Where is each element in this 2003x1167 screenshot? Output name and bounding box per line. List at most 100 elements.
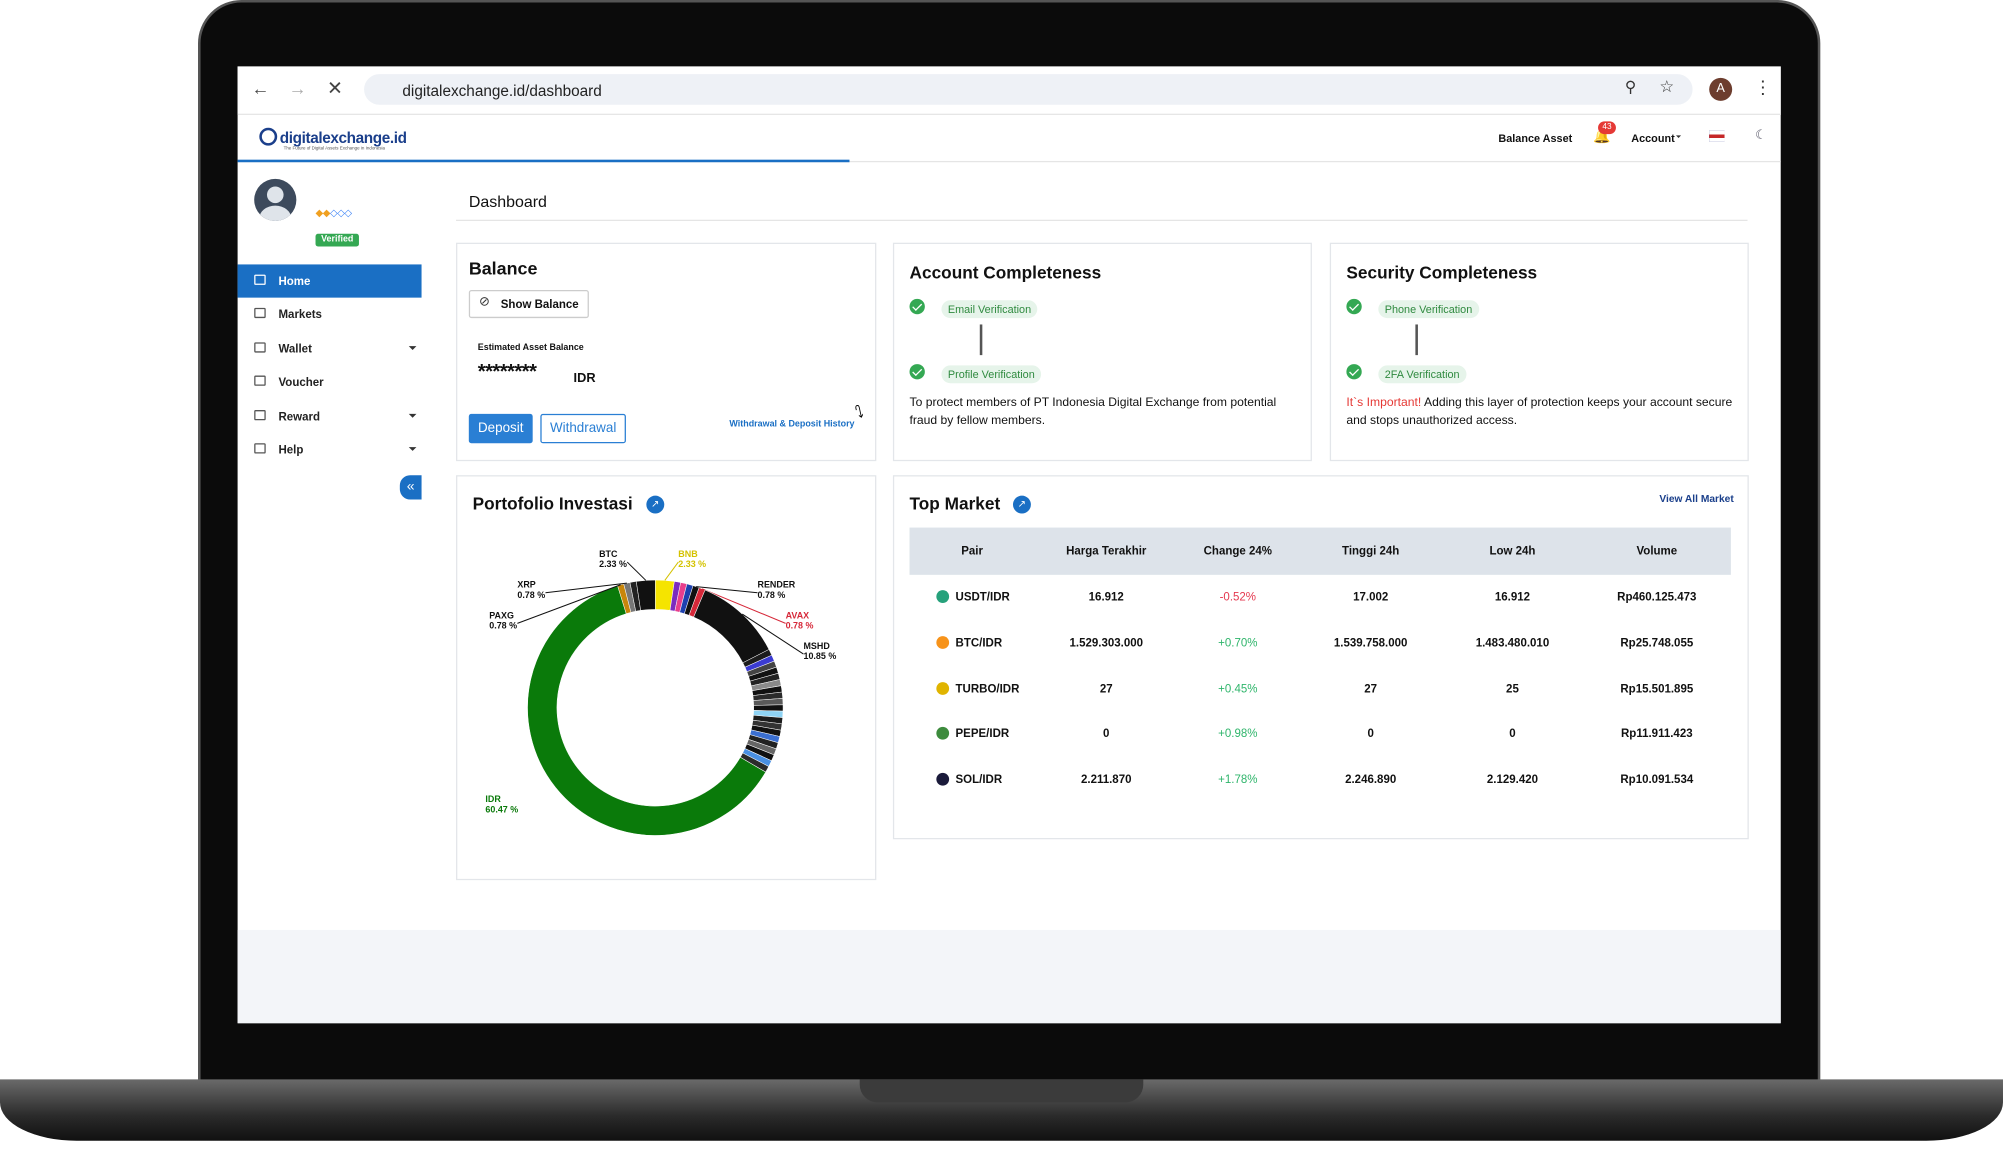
zoom-icon[interactable]: ⚲ <box>1624 77 1637 96</box>
account-menu[interactable]: Account <box>1631 131 1675 145</box>
cell: 2.246.890 <box>1345 773 1397 786</box>
trend-icon: ↗ <box>646 495 665 514</box>
menu-item[interactable]: Voucher <box>238 366 422 399</box>
menu-item[interactable]: Wallet <box>238 332 422 365</box>
important: It`s Important! <box>1346 396 1422 411</box>
cell: +0.70% <box>1218 635 1258 649</box>
currency: IDR <box>573 371 596 386</box>
slice-value-label: 10.85 % <box>803 651 836 661</box>
cell: 16.912 <box>1494 590 1531 603</box>
check-icon <box>909 364 925 380</box>
withdrawal-button[interactable]: Withdrawal <box>540 413 626 444</box>
column-header: Pair <box>961 544 983 557</box>
caret <box>408 345 417 354</box>
balance-asset-link[interactable]: Balance Asset <box>1498 131 1573 145</box>
show-balance-button[interactable] <box>468 289 589 319</box>
menu-item[interactable]: Reward <box>238 399 422 432</box>
logo-icon <box>259 127 278 146</box>
cell: -0.52% <box>1219 590 1257 603</box>
account-caret <box>1675 135 1682 140</box>
user-avatar <box>254 178 297 221</box>
slice-label: RENDER <box>758 580 796 590</box>
cell: 27 <box>1364 681 1378 695</box>
cell: Rp15.501.895 <box>1620 681 1694 695</box>
security-card <box>1329 242 1749 462</box>
slice-value-label: 0.78 % <box>517 590 545 600</box>
slice-value-label: 0.78 % <box>758 590 786 600</box>
pair[interactable]: USDT/IDR <box>955 590 1010 603</box>
account-card <box>892 242 1312 462</box>
mouse-cursor: ⭛ <box>854 402 864 422</box>
check-icon <box>909 298 925 315</box>
menu-item[interactable]: Markets <box>238 298 422 331</box>
menu-icon <box>254 375 266 387</box>
menu-item[interactable]: Home <box>237 264 422 298</box>
cell: 1.529.303.000 <box>1069 635 1144 649</box>
collapse-sidebar[interactable]: « <box>399 475 422 500</box>
verified-badge: Verified <box>315 233 359 247</box>
cell: Rp460.125.473 <box>1617 590 1697 603</box>
slice-value-label: 2.33 % <box>599 559 627 569</box>
step: Email Verification <box>941 300 1038 319</box>
cell: 1.483.480.010 <box>1475 635 1550 649</box>
card-title: Portofolio Investasi <box>472 494 633 514</box>
header-progress <box>237 159 850 163</box>
page-title: Dashboard <box>468 192 547 211</box>
coin-icon <box>936 773 950 786</box>
menu-icon <box>254 274 266 285</box>
slice <box>635 579 656 611</box>
menu-item[interactable]: Help <box>238 433 422 466</box>
leader-line <box>741 613 804 655</box>
cell: 16.912 <box>1088 590 1124 603</box>
cell: Rp25.748.055 <box>1620 635 1694 649</box>
pair[interactable]: TURBO/IDR <box>955 681 1020 695</box>
leader-line <box>626 561 647 581</box>
bookmark-star[interactable]: ☆ <box>1659 76 1675 96</box>
cell: 2.129.420 <box>1486 773 1539 786</box>
estimate-label: Estimated Asset Balance <box>477 343 584 353</box>
card-title: Security Completeness <box>1346 263 1538 283</box>
browser-menu[interactable]: ⋮ <box>1753 76 1772 98</box>
deposit-button[interactable]: Deposit <box>468 413 533 444</box>
view-all-link[interactable]: View All Market <box>1659 493 1734 505</box>
pair[interactable]: SOL/IDR <box>955 773 1003 786</box>
coin-icon <box>936 590 950 603</box>
pair[interactable]: BTC/IDR <box>955 635 1003 649</box>
slice-label: PAXG <box>489 610 514 620</box>
history-link[interactable]: Withdrawal & Deposit History <box>729 420 855 430</box>
cell: 0 <box>1509 727 1516 741</box>
step: Phone Verification <box>1378 300 1479 319</box>
eye-icon: ⊘ <box>479 295 490 310</box>
menu-icon <box>254 443 266 454</box>
menu-label: Help <box>278 443 304 457</box>
menu-icon <box>254 342 266 353</box>
step-connector <box>979 324 983 356</box>
slice <box>753 704 784 712</box>
cell: 17.002 <box>1353 590 1389 603</box>
column-header: Harga Terakhir <box>1066 544 1147 557</box>
pair[interactable]: PEPE/IDR <box>955 727 1010 741</box>
show-balance-label: Show Balance <box>500 297 579 311</box>
slice-label: AVAX <box>786 610 810 620</box>
leader-line <box>696 586 758 594</box>
caret <box>408 447 417 455</box>
back-button[interactable]: ← <box>251 77 270 99</box>
stop-button[interactable]: ✕ <box>327 77 344 100</box>
profile-avatar[interactable]: A <box>1709 77 1733 101</box>
leader-line <box>517 584 621 624</box>
language-flag[interactable] <box>1709 130 1725 142</box>
menu-label: Reward <box>278 409 321 423</box>
menu-label: Wallet <box>278 342 312 355</box>
cell: 2.211.870 <box>1080 773 1132 786</box>
cell: +0.98% <box>1218 727 1258 741</box>
caret <box>408 413 417 421</box>
forward-button[interactable]: → <box>288 77 307 99</box>
theme-toggle[interactable]: ☾ <box>1755 129 1767 144</box>
leader-line <box>664 561 679 581</box>
address-bar[interactable] <box>364 74 1693 105</box>
card-title: Balance <box>468 258 538 279</box>
cell: 0 <box>1103 727 1110 741</box>
